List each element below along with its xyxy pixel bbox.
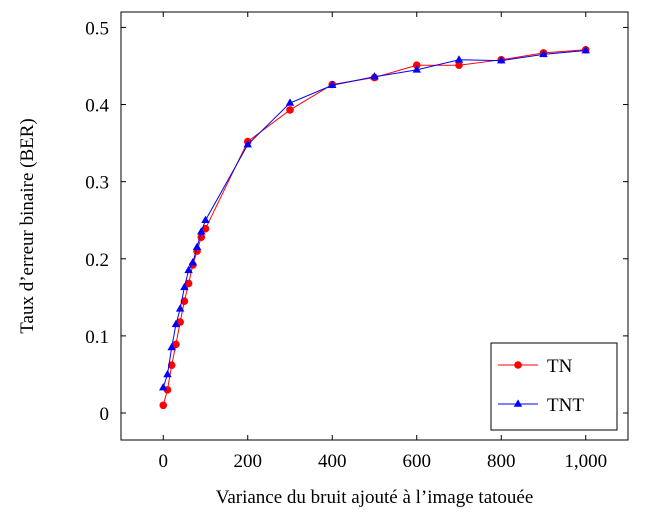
y-tick-labels: 0 0.1 0.2 0.3 0.4 0.5 [85, 18, 109, 425]
legend-label-tn: TN [547, 356, 573, 377]
x-tick-label: 200 [234, 451, 263, 472]
data-point-tnt [581, 45, 590, 54]
data-point-tn [286, 106, 294, 114]
data-point-tnt [243, 140, 252, 148]
series-layer [159, 45, 590, 410]
y-tick-label: 0 [100, 404, 110, 425]
y-tick-label: 0.5 [85, 18, 109, 39]
y-tick-label: 0.2 [85, 250, 109, 271]
legend: TN TNT [490, 342, 618, 431]
x-tick-label: 0 [159, 451, 169, 472]
series-tnt [159, 45, 590, 391]
data-point-tn [159, 401, 168, 410]
y-tick-label: 0.4 [85, 96, 109, 117]
series-line-tnt [162, 50, 586, 388]
legend-box [490, 342, 618, 431]
data-point-tnt [539, 49, 548, 58]
y-tick-label: 0.3 [85, 173, 109, 194]
plot-frame [120, 11, 629, 441]
data-point-tnt [370, 72, 379, 80]
data-point-tnt [412, 65, 421, 73]
data-point-tnt [159, 382, 168, 391]
data-point-tnt [454, 55, 464, 63]
data-point-tn [455, 61, 463, 70]
x-tick-label: 400 [318, 451, 347, 472]
data-point-tnt [163, 369, 172, 378]
x-axis-title: Variance du bruit ajouté à l’image tatou… [216, 487, 534, 508]
y-axis-title: Taux d’erreur binaire (BER) [17, 118, 38, 334]
x-tick-label: 800 [487, 451, 516, 472]
data-point-tnt [201, 215, 210, 223]
data-point-tnt [497, 55, 506, 64]
data-point-tnt [167, 342, 176, 351]
legend-label-tnt: TNT [547, 395, 584, 416]
data-point-tnt [180, 282, 189, 291]
data-point-tn [172, 340, 180, 349]
legend-entry-tn: TN [498, 356, 573, 377]
y-tick-label: 0.1 [85, 327, 109, 348]
x-tick-label: 1,000 [564, 451, 607, 472]
data-point-tn [167, 361, 176, 369]
data-point-tnt [175, 304, 185, 312]
data-point-tnt [285, 98, 295, 106]
data-point-tn [184, 279, 193, 288]
axis-ticks [121, 12, 628, 440]
legend-entry-tnt: TNT [498, 395, 584, 416]
legend-marker-tnt [513, 399, 523, 407]
data-point-tn [412, 61, 421, 70]
data-point-tnt [192, 242, 202, 250]
legend-marker-tn [514, 361, 522, 369]
x-tick-label: 600 [403, 451, 432, 472]
data-point-tnt [184, 265, 193, 274]
data-point-tnt [188, 258, 198, 266]
data-point-tnt [328, 80, 337, 89]
data-point-tnt [197, 227, 206, 235]
x-tick-labels: 0 200 400 600 800 1,000 [159, 451, 608, 472]
data-point-tnt [171, 319, 181, 328]
